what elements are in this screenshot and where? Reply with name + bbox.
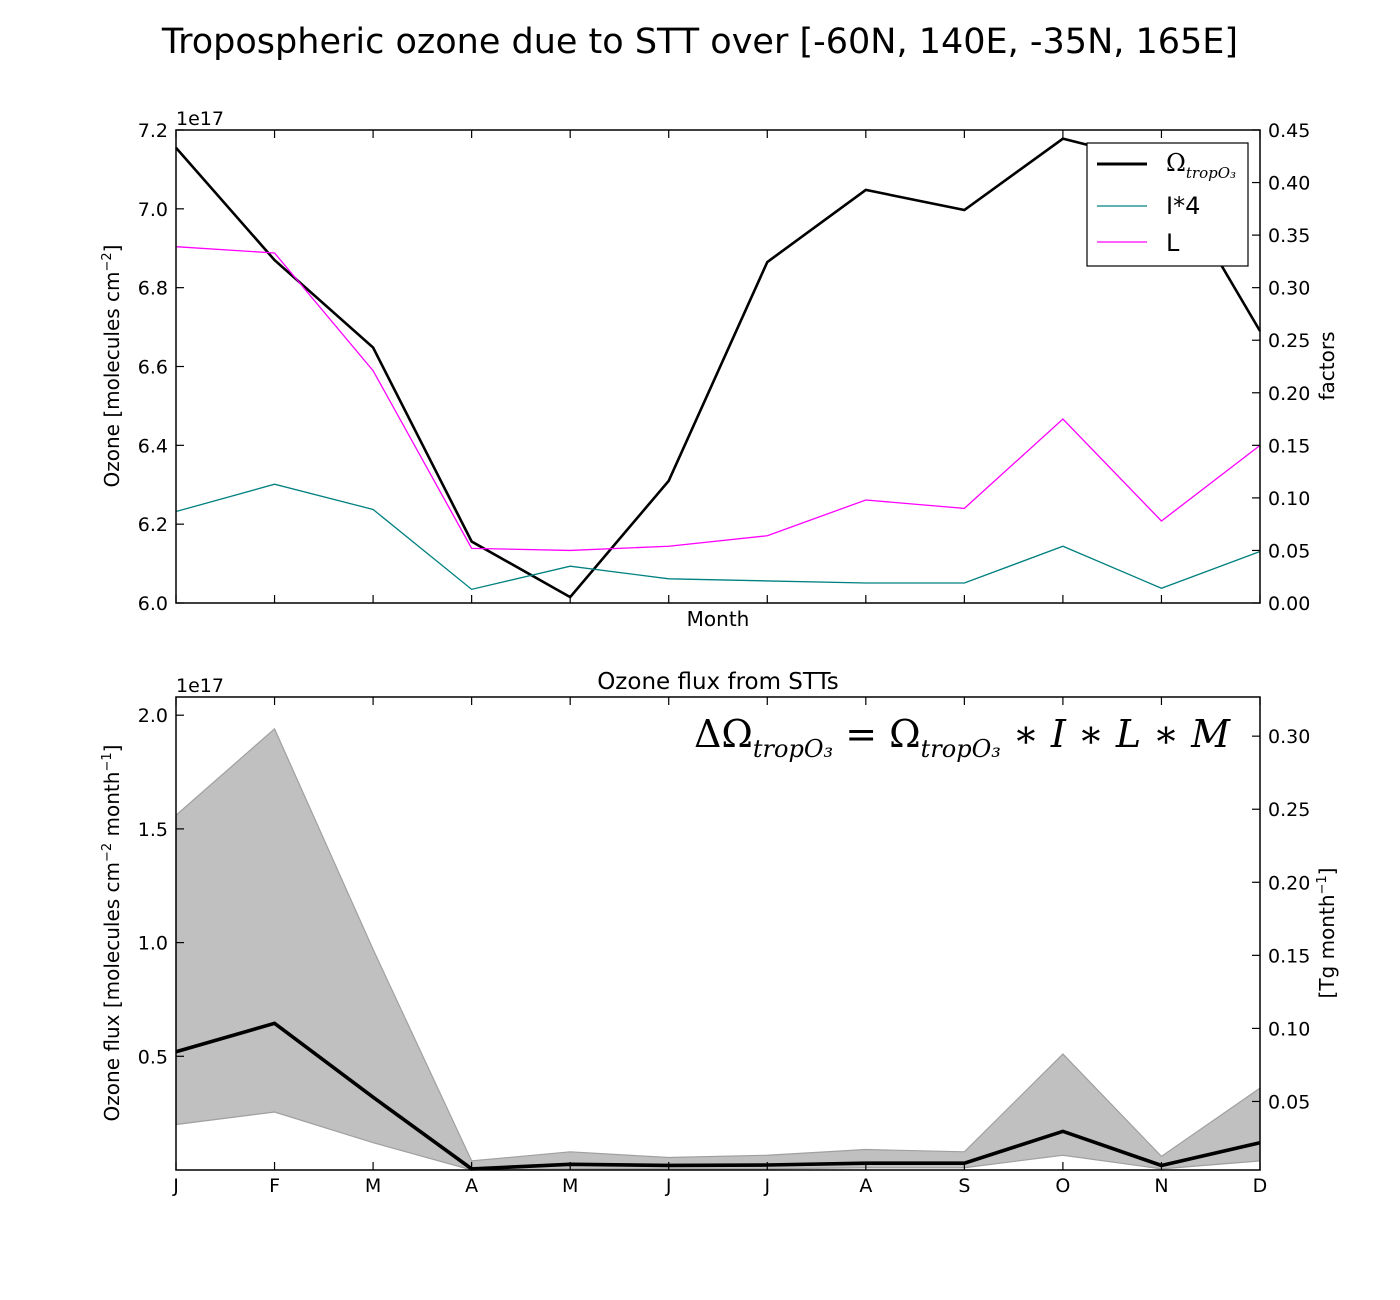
y2-tick-label: 0.15 <box>1268 945 1310 967</box>
y-axis-label-sup: −2 <box>100 252 115 271</box>
x-tick-label: J <box>665 1175 672 1197</box>
y2-axis-label-end: ] <box>1315 868 1339 876</box>
y2-tick-label: 0.25 <box>1268 799 1310 821</box>
x-tick-label: D <box>1253 1175 1268 1197</box>
y-axis-label-base: Ozone flux [molecules cm <box>100 862 124 1121</box>
y2-tick-label: 0.35 <box>1268 225 1310 247</box>
y2-tick-label: 0.10 <box>1268 1018 1310 1040</box>
ozone-flux-chart: 0.5 1.0 1.5 2.0 0.05 0.10 0.15 0.20 0.25 0.30 J F M A… <box>100 669 1339 1197</box>
y2-tick-label: 0.10 <box>1268 488 1310 510</box>
plot-frame <box>175 696 1261 1171</box>
y-axis-label-end: ] <box>100 245 124 253</box>
y-tick-label: 2.0 <box>138 705 168 727</box>
y2-tick-label: 0.45 <box>1268 120 1310 142</box>
formula-tail: ∗ I ∗ L ∗ M <box>1001 712 1231 756</box>
y-tick-label: 1.5 <box>138 819 168 841</box>
subplot-title: Ozone flux from STTs <box>597 669 839 695</box>
x-tick-label: M <box>365 1175 381 1197</box>
y-tick-label: 7.0 <box>138 199 168 221</box>
uncertainty-band <box>175 727 1261 1171</box>
y2-tick-label: 0.20 <box>1268 383 1310 405</box>
x-tick-label: S <box>958 1175 970 1197</box>
omega-trop-o3-line <box>175 137 1262 599</box>
formula-sub-2: tropO₃ <box>921 735 1001 763</box>
legend-label-l: L <box>1166 229 1180 257</box>
y-axis-label-sup: −2 <box>100 843 115 862</box>
formula-eq: = Ω <box>833 712 921 756</box>
x-tick-label: J <box>172 1175 179 1197</box>
y-tick-label: 6.2 <box>138 514 168 536</box>
flux-line <box>175 1021 1261 1171</box>
formula-annotation: ΔΩtropO₃ = ΩtropO₃ ∗ I ∗ L ∗ M <box>694 712 1231 763</box>
y2-tick-label: 0.20 <box>1268 872 1310 894</box>
figure-title: Tropospheric ozone due to STT over [-60N… <box>161 22 1238 62</box>
y-tick-label: 6.8 <box>138 278 168 300</box>
y-tick-label: 7.2 <box>138 120 168 142</box>
y2-tick-label: 0.00 <box>1268 593 1310 615</box>
y2-axis-label-base: [Tg month <box>1315 895 1339 999</box>
y2-axis-label-sup: −1 <box>1315 875 1330 894</box>
y2-tick-label: 0.15 <box>1268 435 1310 457</box>
y-tick-label: 6.0 <box>138 593 168 615</box>
legend-label-i4: I*4 <box>1166 192 1200 220</box>
x-tick-label: N <box>1154 1175 1168 1197</box>
y2-tick-label: 0.30 <box>1268 278 1310 300</box>
y2-axis-label: factors <box>1315 331 1339 400</box>
y2-axis-label: [Tg month−1] <box>1315 868 1339 999</box>
x-tick-label: M <box>562 1175 578 1197</box>
y-axis-label-mid: month <box>100 772 124 843</box>
y-axis-label-end: ] <box>100 745 124 753</box>
formula-delta: ΔΩ <box>694 712 753 756</box>
legend: ΩtropO₃ I*4 L <box>1086 142 1249 267</box>
x-tick-label: O <box>1055 1175 1070 1197</box>
y-tick-label: 0.5 <box>138 1046 168 1068</box>
y2-tick-label: 0.05 <box>1268 1091 1310 1113</box>
legend-label-omega-sub: tropO₃ <box>1186 164 1236 182</box>
y2-tick-label: 0.30 <box>1268 726 1310 748</box>
y-axis-label-sup2: −1 <box>100 752 115 771</box>
y-offset-label: 1e17 <box>176 108 224 130</box>
legend-label-omega-main: Ω <box>1166 149 1186 177</box>
y2-tick-label: 0.05 <box>1268 540 1310 562</box>
x-tick-label: A <box>465 1175 478 1197</box>
y-axis-label: Ozone flux [molecules cm−2 month−1] <box>100 745 124 1122</box>
y-offset-label: 1e17 <box>176 675 224 697</box>
y-tick-label: 1.0 <box>138 933 168 955</box>
ozone-column-chart: 6.0 6.2 6.4 6.6 6.8 7.0 7.2 0.00 0.05 0.10 0.15 0.2… <box>100 108 1339 631</box>
x-tick-label: A <box>859 1175 872 1197</box>
y-axis-label: Ozone [molecules cm−2] <box>100 245 124 488</box>
x-tick-label: F <box>269 1175 280 1197</box>
l-line <box>175 246 1261 552</box>
legend-label-omega: ΩtropO₃ <box>1166 149 1236 182</box>
y2-tick-label: 0.25 <box>1268 330 1310 352</box>
x-axis-label: Month <box>687 607 750 631</box>
y-axis-label-base: Ozone [molecules cm <box>100 271 124 487</box>
y-tick-label: 6.6 <box>138 357 168 379</box>
formula-sub-1: tropO₃ <box>753 735 833 763</box>
y2-tick-label: 0.40 <box>1268 173 1310 195</box>
y-tick-label: 6.4 <box>138 435 168 457</box>
i4-line <box>175 483 1261 591</box>
x-tick-label: J <box>763 1175 770 1197</box>
